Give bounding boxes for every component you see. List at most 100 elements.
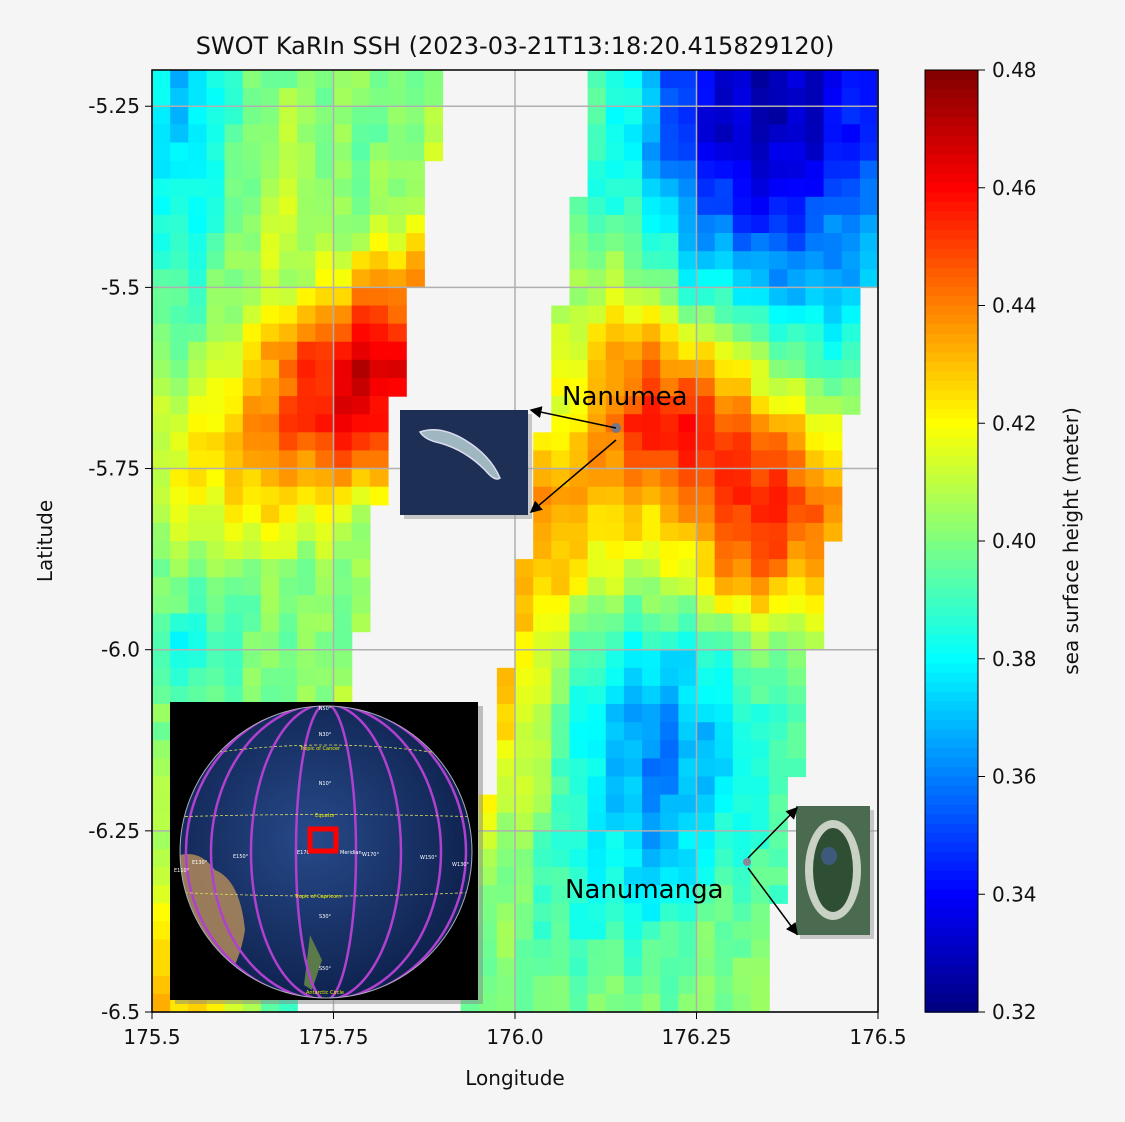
heatmap-cell bbox=[388, 359, 407, 379]
heatmap-cell bbox=[369, 196, 389, 216]
heatmap-cell bbox=[496, 776, 516, 796]
heatmap-cell bbox=[260, 541, 280, 560]
heatmap-cell bbox=[642, 450, 661, 470]
heatmap-cell bbox=[642, 577, 661, 596]
heatmap-cell bbox=[279, 577, 298, 596]
heatmap-cell bbox=[315, 468, 335, 488]
heatmap-cell bbox=[224, 595, 244, 614]
colorbar-segment bbox=[925, 870, 978, 881]
heatmap-cell bbox=[569, 975, 589, 995]
heatmap-cell bbox=[678, 323, 698, 343]
heatmap-cell bbox=[642, 649, 661, 669]
heatmap-cell bbox=[787, 214, 807, 234]
heatmap-cell bbox=[170, 631, 189, 651]
heatmap-cell bbox=[206, 106, 226, 125]
heatmap-cell bbox=[732, 667, 752, 687]
colorbar-segment bbox=[925, 277, 978, 288]
heatmap-cell bbox=[496, 993, 516, 1013]
heatmap-cell bbox=[841, 214, 861, 234]
heatmap-cell bbox=[769, 613, 788, 633]
heatmap-cell bbox=[769, 214, 788, 234]
heatmap-cell bbox=[714, 341, 734, 361]
heatmap-cell bbox=[369, 396, 389, 415]
colorbar-segment bbox=[925, 691, 978, 702]
heatmap-cell bbox=[351, 323, 371, 343]
heatmap-cell bbox=[388, 323, 407, 343]
colorbar-segment bbox=[925, 362, 978, 373]
heatmap-cell bbox=[315, 160, 335, 180]
colorbar-segment bbox=[925, 861, 978, 872]
heatmap-cell bbox=[623, 812, 643, 832]
heatmap-cell bbox=[805, 233, 825, 252]
heatmap-cell bbox=[478, 794, 498, 814]
heatmap-cell bbox=[388, 305, 407, 325]
heatmap-cell bbox=[714, 233, 734, 252]
heatmap-cell bbox=[769, 124, 788, 143]
heatmap-cell bbox=[533, 758, 552, 778]
heatmap-cell bbox=[805, 396, 825, 415]
heatmap-cell bbox=[533, 921, 552, 941]
y-tick-label: -5.5 bbox=[101, 275, 140, 299]
svg-text:N10°: N10° bbox=[319, 781, 332, 787]
heatmap-cell bbox=[315, 106, 335, 125]
heatmap-cell bbox=[587, 849, 607, 868]
heatmap-cell bbox=[260, 359, 280, 379]
heatmap-cell bbox=[279, 70, 298, 89]
heatmap-cell bbox=[769, 305, 788, 325]
nanumea-atoll-shape bbox=[418, 429, 501, 480]
heatmap-cell bbox=[152, 233, 171, 252]
heatmap-cell bbox=[170, 269, 189, 288]
heatmap-cell bbox=[260, 450, 280, 470]
heatmap-cell bbox=[841, 287, 861, 307]
heatmap-cell bbox=[388, 233, 407, 252]
heatmap-cell bbox=[206, 414, 226, 433]
heatmap-cell bbox=[678, 685, 698, 705]
heatmap-cell bbox=[152, 160, 171, 180]
heatmap-cell bbox=[587, 613, 607, 633]
heatmap-cell bbox=[351, 613, 371, 633]
heatmap-cell bbox=[533, 794, 552, 814]
heatmap-cell bbox=[605, 885, 625, 904]
heatmap-cell bbox=[787, 722, 807, 741]
heatmap-cell bbox=[333, 559, 353, 578]
heatmap-cell bbox=[170, 70, 189, 89]
heatmap-cell bbox=[333, 541, 353, 560]
heatmap-cell bbox=[642, 631, 661, 651]
heatmap-cell bbox=[642, 359, 661, 379]
heatmap-cell bbox=[623, 160, 643, 180]
heatmap-cell bbox=[605, 468, 625, 488]
heatmap-cell bbox=[188, 196, 208, 216]
heatmap-cell bbox=[279, 522, 298, 542]
heatmap-cell bbox=[642, 504, 661, 524]
colorbar-segment bbox=[925, 211, 978, 222]
heatmap-cell bbox=[660, 486, 679, 506]
heatmap-cell bbox=[678, 631, 698, 651]
heatmap-cell bbox=[188, 323, 208, 343]
heatmap-cell bbox=[751, 867, 770, 886]
heatmap-cell bbox=[351, 178, 371, 198]
heatmap-cell bbox=[605, 722, 625, 741]
heatmap-cell bbox=[315, 504, 335, 524]
heatmap-cell bbox=[369, 414, 389, 433]
heatmap-cell bbox=[623, 341, 643, 361]
heatmap-cell bbox=[569, 233, 589, 252]
heatmap-cell bbox=[660, 758, 679, 778]
heatmap-cell bbox=[333, 88, 353, 107]
heatmap-cell bbox=[152, 722, 171, 741]
heatmap-cell bbox=[805, 196, 825, 216]
heatmap-cell bbox=[533, 704, 552, 723]
heatmap-cell bbox=[188, 233, 208, 252]
heatmap-cell bbox=[787, 378, 807, 397]
heatmap-cell bbox=[206, 178, 226, 198]
heatmap-cell bbox=[152, 993, 171, 1013]
colorbar-segment bbox=[925, 936, 978, 947]
heatmap-cell bbox=[551, 613, 571, 633]
heatmap-cell bbox=[805, 287, 825, 307]
heatmap-cell bbox=[623, 758, 643, 778]
heatmap-cell bbox=[678, 359, 698, 379]
heatmap-cell bbox=[769, 667, 788, 687]
heatmap-cell bbox=[188, 214, 208, 234]
heatmap-cell bbox=[678, 885, 698, 904]
heatmap-cell bbox=[351, 468, 371, 488]
heatmap-cell bbox=[587, 522, 607, 542]
